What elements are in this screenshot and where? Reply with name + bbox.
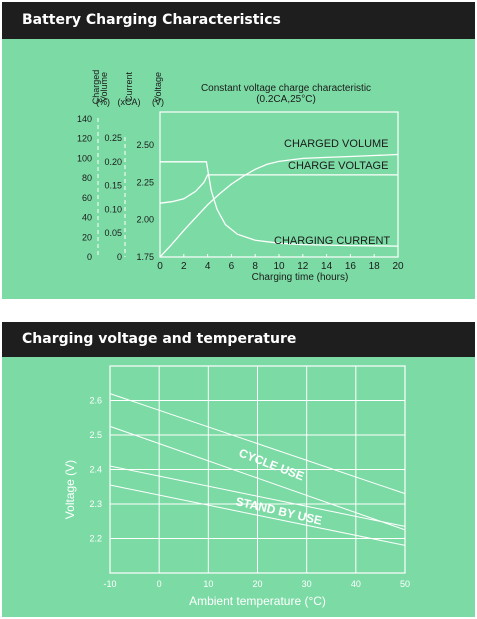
volume-tick-label: 140 [77, 114, 92, 124]
x-tick-label: 4 [205, 261, 211, 272]
x-axis-title: Charging time (hours) [252, 272, 349, 283]
volume-tick-label: 80 [82, 173, 92, 183]
y-tick-label: 2.4 [89, 465, 102, 475]
x-tick-label: 0 [157, 261, 163, 272]
volume-tick-label: 60 [82, 193, 92, 203]
current-tick-label: 0.10 [104, 204, 122, 214]
x-tick-label: 18 [369, 261, 381, 272]
chart-subtitle: Constant voltage charge characteristic [201, 83, 371, 94]
y-tick-label: 2.5 [89, 430, 102, 440]
x-tick-label: 20 [252, 579, 262, 589]
volume-tick-label: 100 [77, 153, 92, 163]
charging-voltage-temperature-panel: Charging voltage and temperature 2.2 2.3 2… [2, 322, 475, 617]
cycle-use-upper-line [109, 393, 406, 495]
x-tick-label: 6 [229, 261, 235, 272]
annotation-charging-current: CHARGING CURRENT [274, 235, 390, 247]
x-tick-label: 12 [297, 261, 309, 272]
x-tick-label: 20 [392, 261, 404, 272]
battery-charging-panel: Battery Charging Characteristics Charged… [2, 2, 475, 299]
volume-axis-header: Volume [99, 72, 109, 102]
current-tick-label: 0.25 [104, 133, 122, 143]
x-tick-label: 8 [252, 261, 258, 272]
y-axis-title: Voltage (V) [63, 460, 77, 519]
x-tick-label: 16 [345, 261, 357, 272]
annotation-cycle-use: CYCLE USE [237, 446, 306, 484]
voltage-axis-unit: (V) [152, 97, 164, 107]
x-tick-label: -10 [103, 579, 116, 589]
volume-axis-header: Charged [91, 70, 101, 105]
voltage-tick-label: 1.75 [136, 252, 154, 262]
y-tick-label: 2.6 [89, 396, 102, 406]
chart-subtitle-conditions: (0.2CA,25°C) [256, 94, 316, 105]
volume-tick-label: 20 [82, 232, 92, 242]
panel-title: Battery Charging Characteristics [22, 12, 281, 28]
charge-voltage-line [159, 174, 398, 204]
charged-volume-line [159, 153, 399, 258]
current-tick-label: 0.05 [104, 228, 122, 238]
current-axis-unit: (xCA) [118, 97, 141, 107]
x-tick-label: 30 [302, 579, 312, 589]
charging-current-line [160, 161, 399, 247]
volume-axis-unit: (%) [96, 97, 110, 107]
current-axis-header: Current [124, 71, 134, 102]
x-tick-label: 50 [400, 579, 410, 589]
y-tick-label: 2.2 [89, 534, 102, 544]
current-tick-label: 0 [117, 252, 122, 262]
annotation-stand-by-use: STAND BY USE [234, 494, 323, 527]
voltage-axis-header: Voltage [153, 72, 163, 102]
voltage-tick-label: 2.00 [136, 215, 154, 225]
x-tick-label: 2 [181, 261, 187, 272]
panel-title: Charging voltage and temperature [22, 331, 297, 347]
panel-header: Battery Charging Characteristics [2, 2, 475, 39]
x-tick-label: 14 [321, 261, 333, 272]
y-tick-label: 2.3 [89, 499, 102, 509]
standby-use-lower-line [109, 484, 406, 546]
annotation-charged-volume: CHARGED VOLUME [284, 138, 389, 150]
x-tick-label: 10 [273, 261, 285, 272]
voltage-temperature-chart: 2.2 2.3 2.4 2.5 2.6 -10 0 10 20 30 40 50 Ambient tem… [63, 365, 410, 608]
panel-header: Charging voltage and temperature [2, 322, 475, 357]
current-tick-label: 0.15 [104, 181, 122, 191]
cycle-use-lower-line [109, 425, 406, 531]
volume-tick-label: 0 [87, 252, 92, 262]
current-tick-label: 0.20 [104, 157, 122, 167]
x-axis-title: Ambient temperature (°C) [189, 594, 326, 608]
voltage-tick-label: 2.50 [136, 140, 154, 150]
volume-tick-label: 120 [77, 134, 92, 144]
standby-use-upper-line [109, 465, 406, 527]
voltage-tick-label: 2.25 [136, 177, 154, 187]
x-tick-label: 10 [203, 579, 213, 589]
x-tick-label: 40 [351, 579, 361, 589]
volume-tick-label: 40 [82, 213, 92, 223]
x-tick-label: 0 [157, 579, 162, 589]
annotation-charge-voltage: CHARGE VOLTAGE [288, 160, 388, 172]
